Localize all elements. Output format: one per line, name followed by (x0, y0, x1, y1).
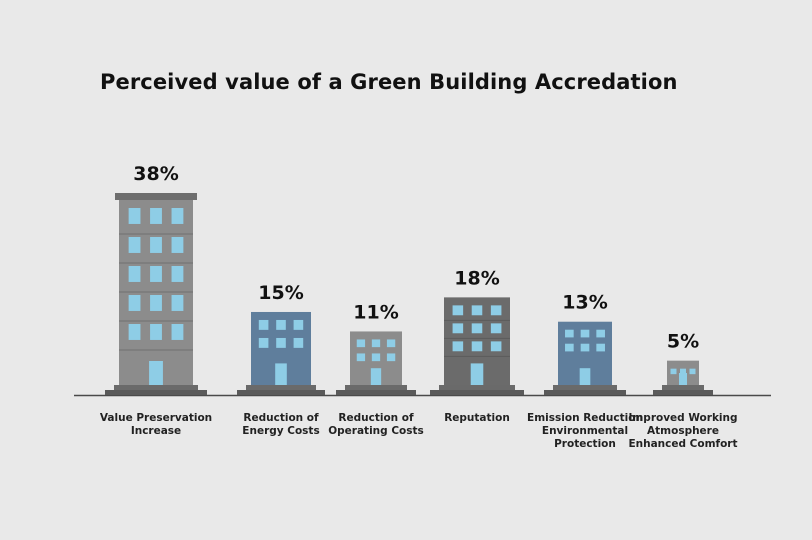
window (386, 339, 396, 348)
data-label: 11% (353, 301, 398, 323)
window (128, 266, 141, 282)
window (670, 368, 677, 375)
window (258, 319, 269, 330)
category-label: Improved Working Atmosphere Enhanced Comfo… (618, 412, 748, 451)
window (171, 266, 184, 282)
door (370, 368, 382, 385)
bar-base (544, 390, 626, 395)
bar-base-step (246, 385, 316, 390)
bar-building-3 (336, 331, 416, 395)
category-label-line: Reduction of (338, 412, 414, 424)
bar-base (430, 390, 524, 395)
window (490, 323, 502, 334)
bar-base-step (439, 385, 515, 390)
bar-base-step (345, 385, 407, 390)
category-label-line: Energy Costs (242, 425, 320, 437)
window (128, 237, 141, 253)
window (689, 368, 696, 375)
category-label: Reputation (412, 412, 542, 425)
window (386, 353, 396, 362)
window (171, 295, 184, 311)
window (258, 337, 269, 348)
bar-base-step (662, 385, 704, 390)
category-label: Value Preservation Increase (91, 412, 221, 438)
category-label-line: Operating Costs (328, 425, 424, 437)
window (471, 305, 483, 316)
category-label-line: Value Preservation (99, 412, 213, 424)
bar-building-1 (105, 193, 207, 395)
category-label: Emission Reduction Environmental Protectio… (520, 412, 650, 451)
category-label-line: Emission Reduction (527, 412, 643, 424)
window (150, 266, 162, 282)
window (471, 323, 483, 334)
bar-building-6 (653, 360, 713, 395)
door (149, 361, 163, 385)
category-label-line: Enhanced Comfort (628, 438, 738, 450)
category-label-line: Reputation (444, 412, 510, 424)
window (596, 343, 605, 352)
window (565, 329, 574, 338)
bar-base-step (114, 385, 198, 390)
window (128, 324, 141, 340)
window (580, 329, 590, 338)
window (128, 295, 141, 311)
category-label-line: Environmental (541, 425, 629, 437)
window (596, 329, 605, 338)
window (293, 337, 304, 348)
window (171, 208, 184, 224)
window (565, 343, 574, 352)
door (470, 363, 484, 385)
window (128, 208, 141, 224)
bar-building-5 (544, 321, 626, 395)
bar-base (336, 390, 416, 395)
bar-base (653, 390, 713, 395)
window (452, 305, 464, 316)
door (679, 373, 687, 385)
chart-title: Perceived value of a Green Building Accr… (100, 70, 678, 94)
category-label-line: Improved Working (628, 412, 738, 424)
window (150, 295, 162, 311)
window (580, 343, 590, 352)
window (150, 237, 162, 253)
window (150, 208, 162, 224)
category-label: Reduction of Operating Costs (311, 412, 441, 438)
bar-base (237, 390, 325, 395)
window (452, 341, 464, 352)
bar-building-4 (430, 297, 524, 395)
data-label: 5% (667, 331, 699, 353)
window (150, 324, 162, 340)
window (356, 339, 366, 348)
window (490, 305, 502, 316)
window (276, 337, 286, 348)
data-label: 38% (133, 163, 178, 185)
category-label-line: Reduction of (243, 412, 319, 424)
data-label: 18% (454, 267, 499, 289)
bar-base (105, 390, 207, 395)
window (293, 319, 304, 330)
window (356, 353, 366, 362)
window (471, 341, 483, 352)
window (452, 323, 464, 334)
door (275, 363, 287, 385)
window (490, 341, 502, 352)
bar-roof (115, 193, 197, 200)
window (171, 237, 184, 253)
data-label: 13% (562, 292, 607, 314)
category-label: Reduction of Energy Costs (216, 412, 346, 438)
window (276, 319, 286, 330)
door (579, 368, 591, 385)
window (371, 339, 381, 348)
bar-building-2 (237, 311, 325, 395)
window (371, 353, 381, 362)
category-label-line: Increase (130, 425, 182, 437)
data-label: 15% (258, 282, 303, 304)
window (171, 324, 184, 340)
bar-base-step (553, 385, 617, 390)
category-label-line: Protection (554, 438, 616, 450)
category-label-line: Atmosphere (647, 425, 719, 437)
window (680, 368, 686, 375)
